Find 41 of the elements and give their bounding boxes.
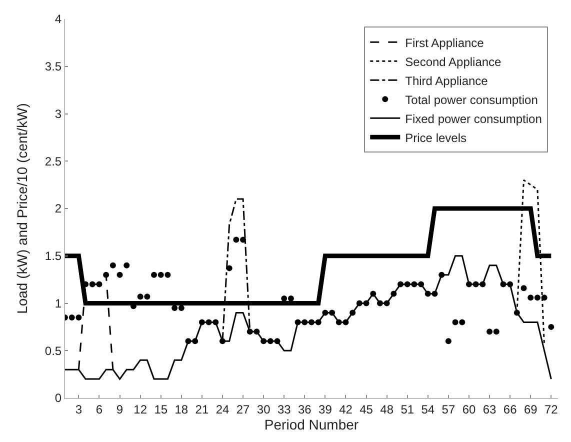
y-tick-label: 3.5: [44, 60, 62, 74]
x-tick-label: 12: [134, 402, 148, 416]
legend-label: Total power consumption: [405, 92, 538, 107]
y-tick-label: 4: [54, 12, 62, 26]
legend-label: First Appliance: [405, 36, 484, 50]
x-tick-label: 51: [400, 402, 414, 416]
x-tick-label: 18: [174, 402, 188, 416]
x-tick-label: 54: [421, 402, 435, 416]
x-tick-label: 63: [482, 402, 497, 416]
x-tick-label: 9: [116, 402, 124, 416]
x-tick-label: 21: [195, 402, 209, 416]
y-tick-label: 1: [54, 296, 62, 310]
y-tick-label: 0: [54, 391, 62, 406]
x-tick-label: 6: [96, 402, 103, 416]
x-tick-label: 45: [360, 402, 374, 416]
x-tick-label: 15: [154, 402, 168, 416]
y-tick-label: 2: [54, 202, 62, 216]
x-tick-label: 42: [339, 402, 353, 416]
x-tick-label: 66: [503, 402, 518, 416]
y-tick-label: 2.5: [44, 154, 62, 168]
x-tick-label: 60: [462, 402, 476, 416]
x-tick-label: 33: [277, 402, 292, 416]
x-tick-label: 27: [236, 402, 250, 416]
x-tick-label: 69: [524, 402, 538, 416]
legend-label: Fixed power consumption: [405, 112, 542, 126]
x-axis-title: Period Number: [264, 416, 359, 433]
y-axis-title: Load (kW) and Price/10 (cent/kW): [14, 103, 30, 314]
x-tick-label: 3: [75, 402, 82, 416]
x-tick-label: 24: [216, 402, 230, 416]
legend-label: Price levels: [405, 130, 466, 145]
x-tick-label: 36: [298, 402, 312, 416]
x-tick-label: 72: [544, 402, 558, 416]
x-tick-label: 30: [256, 402, 271, 416]
x-tick-label: 39: [318, 402, 332, 416]
y-tick-label: 1.5: [44, 249, 62, 264]
legend-label: Second Appliance: [405, 54, 502, 69]
x-tick-label: 57: [442, 402, 456, 416]
y-tick-label: 0.5: [44, 344, 62, 358]
x-tick-label: 48: [380, 402, 394, 416]
legend-label: Third Appliance: [405, 74, 488, 88]
y-tick-label: 3: [54, 106, 62, 121]
